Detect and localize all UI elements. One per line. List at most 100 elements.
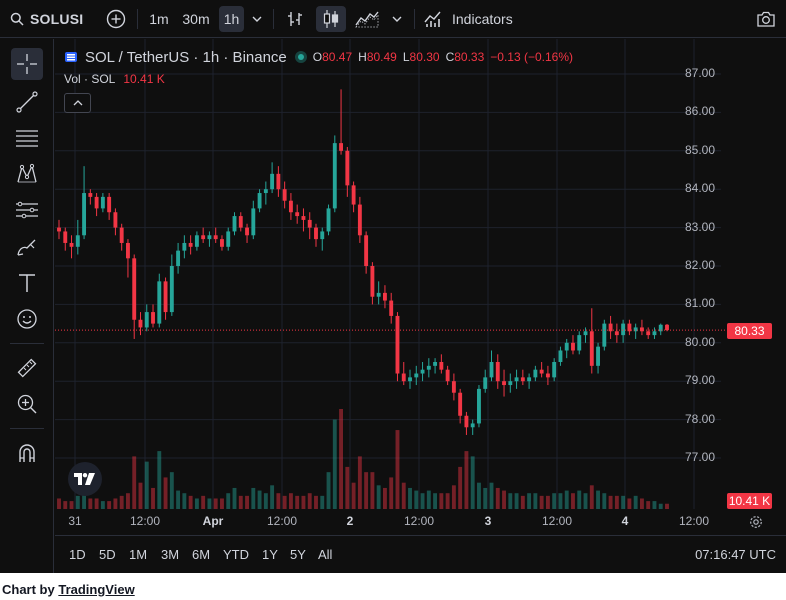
forecast-tool-button[interactable] bbox=[11, 194, 43, 226]
snapshot-button[interactable] bbox=[752, 6, 780, 32]
pattern-tool-button[interactable] bbox=[11, 158, 43, 190]
symbol-search-button[interactable]: SOLUSI bbox=[10, 6, 90, 32]
projection-icon bbox=[16, 201, 38, 219]
trend-line-tool-button[interactable] bbox=[11, 86, 43, 118]
legend-title[interactable]: SOL / TetherUS · 1h · Binance bbox=[85, 48, 287, 66]
range-1y-button[interactable]: 1Y bbox=[262, 547, 278, 562]
candle-body bbox=[282, 189, 287, 201]
candle-body bbox=[220, 239, 224, 247]
fib-tool-button[interactable] bbox=[11, 122, 43, 154]
candle-body bbox=[307, 219, 312, 228]
brush-tool-button[interactable] bbox=[11, 231, 43, 263]
candle-body bbox=[82, 193, 87, 236]
candle-body bbox=[257, 193, 262, 209]
candle-body bbox=[564, 342, 569, 351]
range-6m-button[interactable]: 6M bbox=[192, 547, 211, 562]
price-axis-label: 81.00 bbox=[684, 296, 716, 311]
volume-bar bbox=[539, 495, 544, 509]
volume-bar bbox=[100, 501, 105, 509]
interval-dropdown-button[interactable] bbox=[248, 6, 266, 32]
volume-bar bbox=[665, 503, 669, 509]
compare-symbol-button[interactable] bbox=[103, 6, 129, 32]
candle-body bbox=[646, 331, 651, 336]
candle-body bbox=[163, 281, 168, 313]
volume-legend-label[interactable]: Vol · SOL bbox=[64, 72, 116, 86]
candle-body bbox=[520, 377, 525, 382]
volume-bar bbox=[633, 495, 638, 509]
market-status-icon bbox=[294, 51, 307, 63]
time-axis-label: 4 bbox=[621, 514, 629, 528]
candle-body bbox=[100, 196, 105, 209]
candle-body bbox=[295, 212, 300, 217]
volume-bar bbox=[232, 487, 237, 509]
chart-pane[interactable] bbox=[55, 39, 786, 534]
volume-bar bbox=[339, 409, 344, 509]
volume-bar bbox=[426, 490, 431, 509]
range-ytd-button[interactable]: YTD bbox=[223, 547, 249, 562]
smiley-icon bbox=[17, 309, 37, 329]
price-axis-label: 87.00 bbox=[684, 66, 716, 80]
utc-clock[interactable]: 07:16:47 UTC bbox=[695, 547, 776, 562]
range-1d-button[interactable]: 1D bbox=[69, 547, 86, 562]
volume-bar bbox=[589, 485, 594, 509]
chevron-down-icon bbox=[392, 16, 402, 22]
interval-1m-button[interactable]: 1m bbox=[145, 6, 173, 32]
candles-chart-type-button[interactable] bbox=[316, 6, 346, 32]
measure-tool-button[interactable] bbox=[11, 352, 43, 384]
candle-body bbox=[351, 185, 356, 205]
camera-icon bbox=[757, 11, 775, 27]
tradingview-app: SOLUSI 1m 30m 1h Indicators bbox=[0, 0, 786, 573]
candle-body bbox=[69, 242, 74, 247]
chart-type-dropdown-button[interactable] bbox=[388, 6, 406, 32]
indicators-label: Indicators bbox=[452, 11, 513, 27]
volume-bar bbox=[314, 495, 318, 509]
magnet-tool-button[interactable] bbox=[11, 437, 43, 469]
candle-body bbox=[75, 235, 80, 247]
candle-body bbox=[502, 381, 506, 386]
symbol-flag-icon bbox=[65, 52, 77, 62]
volume-bar bbox=[132, 456, 137, 509]
candle-body bbox=[470, 423, 475, 428]
zoom-in-tool-button[interactable] bbox=[11, 388, 43, 420]
interval-30m-button[interactable]: 30m bbox=[178, 6, 214, 32]
interval-1h-button[interactable]: 1h bbox=[219, 6, 244, 32]
candle-body bbox=[226, 231, 231, 247]
range-5d-button[interactable]: 5D bbox=[99, 547, 116, 562]
price-axis-label: 79.00 bbox=[684, 373, 716, 388]
range-5y-button[interactable]: 5Y bbox=[290, 547, 306, 562]
search-icon bbox=[10, 12, 24, 26]
volume-bar bbox=[433, 493, 438, 509]
emoji-tool-button[interactable] bbox=[11, 303, 43, 335]
text-tool-button[interactable] bbox=[11, 267, 43, 299]
tradingview-logo[interactable] bbox=[68, 462, 102, 496]
candle-body bbox=[658, 324, 663, 332]
candle-body bbox=[614, 331, 619, 336]
volume-bar bbox=[263, 493, 268, 509]
crosshair-tool-button[interactable] bbox=[11, 48, 43, 80]
range-all-button[interactable]: All bbox=[318, 547, 333, 562]
tradingview-link[interactable]: TradingView bbox=[58, 582, 135, 597]
chart-settings-button[interactable] bbox=[746, 512, 766, 532]
candle-body bbox=[527, 377, 532, 382]
volume-bar bbox=[151, 487, 155, 509]
time-axis-label: 12:00 bbox=[129, 514, 161, 528]
bar-chart-type-button[interactable] bbox=[282, 6, 308, 32]
volume-bar bbox=[627, 498, 632, 509]
candle-body bbox=[408, 377, 412, 382]
collapse-legend-button[interactable] bbox=[64, 93, 91, 113]
indicators-button[interactable]: Indicators bbox=[424, 6, 524, 32]
candle-body bbox=[558, 350, 563, 362]
volume-bar bbox=[194, 498, 199, 509]
bottom-toolbar: 1D 5D 1M 3M 6M YTD 1Y 5Y All 07:16:47 UT… bbox=[55, 535, 786, 573]
range-1m-button[interactable]: 1M bbox=[129, 547, 148, 562]
candle-body bbox=[414, 373, 419, 378]
volume-bar bbox=[621, 495, 626, 509]
candle-body bbox=[627, 323, 632, 332]
candle-body bbox=[157, 281, 162, 324]
volume-bar bbox=[126, 493, 130, 509]
area-chart-type-button[interactable] bbox=[352, 6, 382, 32]
range-3m-button[interactable]: 3M bbox=[161, 547, 180, 562]
candlestick-chart[interactable] bbox=[55, 39, 786, 534]
volume-bar bbox=[552, 493, 557, 509]
volume-bar bbox=[364, 472, 369, 509]
